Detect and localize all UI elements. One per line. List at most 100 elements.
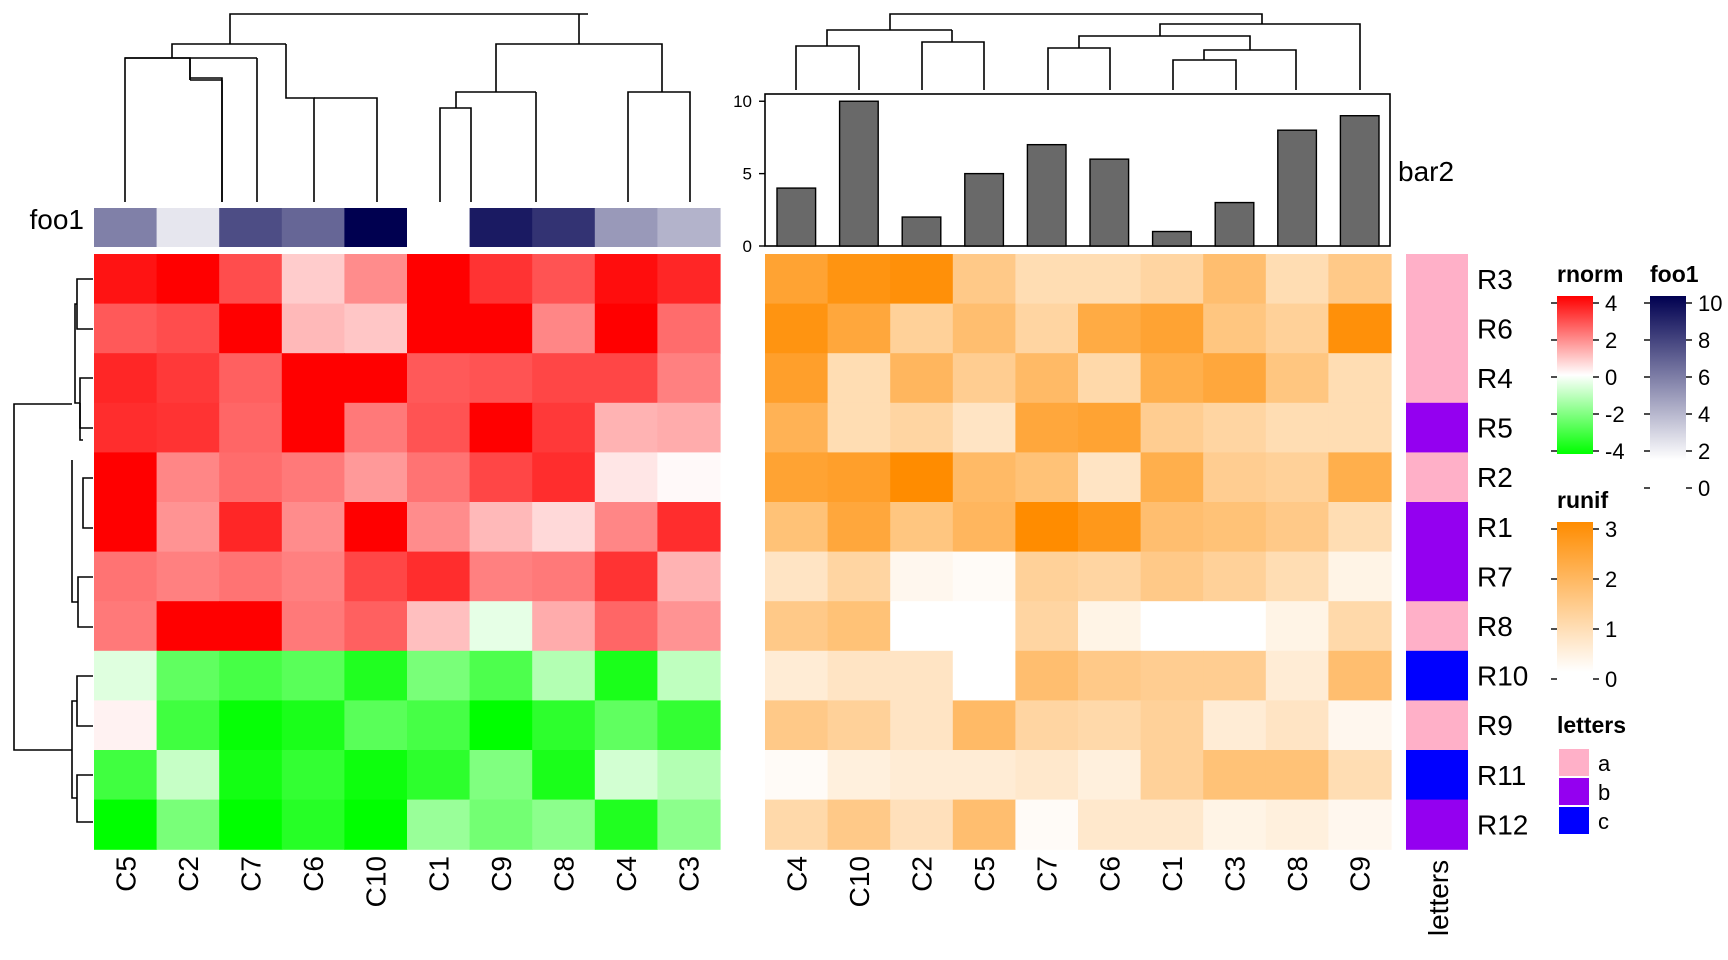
rnorm-cell <box>344 551 408 602</box>
bar2-y-axis: 10 5 0 <box>733 92 765 256</box>
letters-cell <box>1406 750 1468 801</box>
rnorm-legend-tick-label: 2 <box>1605 328 1617 353</box>
runif-cell <box>827 254 891 305</box>
foo1-legend-ticks: 10 8 6 4 2 0 <box>1644 291 1722 501</box>
letters-cell <box>1406 601 1468 652</box>
runif-cell <box>1078 650 1142 701</box>
runif-cell <box>1265 402 1329 453</box>
runif-cell <box>765 799 829 850</box>
rnorm-cell <box>594 650 658 701</box>
rnorm-cell <box>344 254 408 305</box>
rnorm-cell <box>156 402 220 453</box>
rnorm-cell <box>219 601 283 652</box>
letters-cell <box>1406 254 1468 305</box>
rnorm-cell <box>532 551 596 602</box>
runif-cell <box>890 799 954 850</box>
rnorm-cell <box>281 700 345 751</box>
runif-cell <box>765 502 829 553</box>
row-label: R9 <box>1477 710 1513 741</box>
row-label: R2 <box>1477 462 1513 493</box>
runif-cell <box>1140 799 1204 850</box>
runif-cell <box>1203 799 1267 850</box>
runif-cell <box>952 601 1016 652</box>
bar2-bar <box>776 187 817 247</box>
runif-cell <box>1328 254 1392 305</box>
row-label: R12 <box>1477 809 1528 840</box>
runif-cell <box>827 750 891 801</box>
rnorm-legend-gradient <box>1557 296 1593 454</box>
rnorm-cell <box>469 452 533 503</box>
runif-cell <box>890 700 954 751</box>
row-label: R6 <box>1477 313 1513 344</box>
rnorm-cell <box>532 650 596 701</box>
runif-cell <box>1328 601 1392 652</box>
bar2-bar <box>1277 129 1318 247</box>
rnorm-cell <box>594 303 658 354</box>
rnorm-cell <box>657 254 721 305</box>
runif-cell <box>1203 700 1267 751</box>
rnorm-cell <box>219 353 283 404</box>
rnorm-cell <box>281 799 345 850</box>
rnorm-cell <box>532 700 596 751</box>
foo1-cell <box>594 208 658 247</box>
runif-cell <box>952 750 1016 801</box>
rnorm-cell <box>657 303 721 354</box>
rnorm-cell <box>281 601 345 652</box>
runif-cell <box>1140 650 1204 701</box>
rnorm-cell <box>594 452 658 503</box>
row-label: R3 <box>1477 264 1513 295</box>
rnorm-cell <box>469 502 533 553</box>
runif-cell <box>1203 303 1267 354</box>
rnorm-column-labels: C5 C2 C7 C6 C10 C1 C9 C8 C4 C3 <box>110 856 704 907</box>
runif-cell <box>1328 303 1392 354</box>
runif-cell <box>1078 402 1142 453</box>
rnorm-cell <box>94 601 158 652</box>
rnorm-cell <box>344 750 408 801</box>
runif-legend-title: runif <box>1557 487 1608 513</box>
rnorm-cell <box>156 551 220 602</box>
runif-column-label: C6 <box>1094 856 1125 892</box>
rnorm-cell <box>94 650 158 701</box>
rnorm-cell <box>281 452 345 503</box>
runif-cell <box>1078 254 1142 305</box>
runif-cell <box>1203 601 1267 652</box>
rnorm-cell <box>94 402 158 453</box>
runif-cell <box>1265 502 1329 553</box>
runif-cell <box>1203 502 1267 553</box>
runif-cell <box>952 402 1016 453</box>
foo1-cell <box>407 208 471 247</box>
runif-cell <box>1078 353 1142 404</box>
rnorm-cell <box>532 750 596 801</box>
rnorm-column-label: C9 <box>486 856 517 892</box>
foo1-legend-gradient <box>1650 296 1686 460</box>
foo1-cell <box>94 208 158 247</box>
rnorm-column-label: C4 <box>611 856 642 892</box>
rnorm-column-label: C1 <box>423 856 454 892</box>
rnorm-cell <box>532 502 596 553</box>
runif-legend-tick-label: 3 <box>1605 517 1617 542</box>
rnorm-cell <box>156 650 220 701</box>
runif-cell <box>952 303 1016 354</box>
bar2-bar <box>964 172 1005 247</box>
runif-cell <box>890 551 954 602</box>
rnorm-heatmap <box>94 254 721 850</box>
runif-cell <box>952 452 1016 503</box>
rnorm-column-label: C5 <box>110 856 141 892</box>
runif-legend-tick-label: 2 <box>1605 567 1617 592</box>
rnorm-cell <box>407 502 471 553</box>
runif-cell <box>1203 551 1267 602</box>
runif-cell <box>890 452 954 503</box>
rnorm-cell <box>94 551 158 602</box>
rnorm-cell <box>657 601 721 652</box>
rnorm-cell <box>407 303 471 354</box>
letters-cell <box>1406 402 1468 453</box>
runif-column-label: C4 <box>781 856 812 892</box>
runif-cell <box>1015 551 1079 602</box>
runif-cell <box>827 700 891 751</box>
rnorm-cell <box>156 750 220 801</box>
runif-cell <box>1015 750 1079 801</box>
rnorm-cell <box>156 799 220 850</box>
runif-cell <box>1328 750 1392 801</box>
rnorm-cell <box>219 402 283 453</box>
